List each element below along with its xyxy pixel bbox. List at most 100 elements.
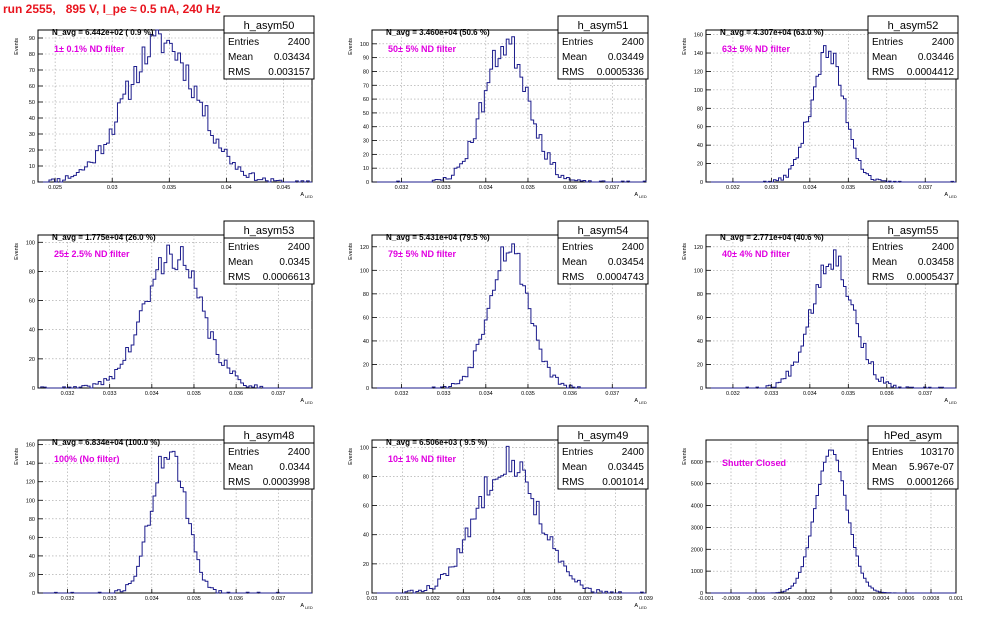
stats-box-frame bbox=[867, 220, 959, 285]
x-tick-label: 0.001 bbox=[949, 596, 963, 602]
x-tick-label: 0.045 bbox=[277, 185, 291, 191]
stats-key: RMS bbox=[872, 477, 895, 488]
stats-box: h_asym49 Entries 2400 Mean 0.03445 RMS 0.00101… bbox=[557, 425, 649, 490]
stats-key: RMS bbox=[872, 272, 895, 283]
stats-value: 0.03458 bbox=[918, 257, 955, 268]
y-tick-label: 20 bbox=[29, 357, 35, 363]
stats-box-title: h_asym53 bbox=[244, 225, 295, 237]
histogram-line bbox=[38, 29, 312, 183]
histogram-line bbox=[372, 445, 646, 594]
x-axis-label-subscript: LED bbox=[305, 194, 313, 199]
x-tick-label: 0.033 bbox=[437, 391, 451, 397]
y-tick-label: 80 bbox=[363, 69, 369, 75]
x-axis-label: A bbox=[300, 398, 304, 404]
histogram-line bbox=[706, 45, 956, 183]
y-tick-label: 20 bbox=[29, 572, 35, 578]
y-tick-label: 80 bbox=[697, 106, 703, 112]
y-tick-label: 0 bbox=[32, 386, 35, 392]
y-tick-label: 90 bbox=[29, 36, 35, 42]
x-tick-label: 0.033 bbox=[765, 185, 779, 191]
navg-label: N_avg = 3.460e+04 (50.6 %) bbox=[386, 28, 490, 37]
y-tick-label: 0 bbox=[366, 180, 369, 186]
x-tick-label: 0.035 bbox=[187, 391, 201, 397]
y-tick-label: 20 bbox=[29, 148, 35, 154]
stats-key: RMS bbox=[872, 67, 895, 78]
x-tick-label: 0.032 bbox=[395, 391, 409, 397]
stats-box-title: hPed_asym bbox=[884, 430, 942, 442]
x-tick-label: 0.04 bbox=[221, 185, 232, 191]
y-tick-label: 140 bbox=[26, 461, 35, 467]
stats-key: Entries bbox=[872, 242, 903, 253]
y-tick-label: 140 bbox=[694, 51, 703, 57]
stats-key: Mean bbox=[228, 257, 253, 268]
x-tick-label: 0.036 bbox=[563, 185, 577, 191]
stats-value: 0.03446 bbox=[918, 52, 955, 63]
stats-key: Mean bbox=[872, 52, 897, 63]
stats-key: RMS bbox=[562, 272, 585, 283]
y-tick-label: 20 bbox=[697, 362, 703, 368]
x-axis-label-subscript: LED bbox=[305, 605, 313, 610]
x-tick-label: 0.037 bbox=[271, 596, 285, 602]
histogram-panel-hPed_asym: -0.001 -0.0008 -0.0006 -0.0004 -0.0002 0 0.000… bbox=[682, 425, 963, 602]
x-tick-label: 0.034 bbox=[803, 185, 817, 191]
navg-label: N_avg = 4.307e+04 (63.0 %) bbox=[720, 28, 824, 37]
y-tick-label: 0 bbox=[366, 386, 369, 392]
stats-value: 0.0344 bbox=[279, 462, 310, 473]
y-tick-label: 0 bbox=[32, 180, 35, 186]
stats-value: 0.0003998 bbox=[263, 477, 311, 488]
y-axis-label: Events bbox=[682, 38, 688, 55]
x-tick-label: 0.037 bbox=[271, 391, 285, 397]
y-tick-label: 0 bbox=[32, 591, 35, 597]
x-tick-label: 0.032 bbox=[726, 391, 740, 397]
filter-label: Shutter Closed bbox=[722, 458, 786, 468]
x-tick-label: -0.0008 bbox=[722, 596, 741, 602]
x-tick-label: 0.034 bbox=[145, 596, 159, 602]
y-tick-label: 60 bbox=[29, 299, 35, 305]
y-tick-label: 60 bbox=[363, 504, 369, 510]
y-tick-label: 4000 bbox=[691, 504, 703, 510]
y-axis-label: Events bbox=[348, 38, 354, 55]
stats-key: Mean bbox=[872, 257, 897, 268]
y-tick-label: 40 bbox=[363, 533, 369, 539]
x-tick-label: 0.033 bbox=[456, 596, 470, 602]
y-axis-label: Events bbox=[682, 243, 688, 260]
y-tick-label: 160 bbox=[26, 443, 35, 449]
stats-value: 2400 bbox=[288, 242, 311, 253]
y-tick-label: 30 bbox=[363, 139, 369, 145]
x-tick-label: 0.035 bbox=[521, 185, 535, 191]
stats-value: 0.03445 bbox=[608, 462, 645, 473]
x-axis-label-subscript: LED bbox=[949, 400, 957, 405]
x-axis-label: A bbox=[634, 603, 638, 609]
x-tick-label: 0.036 bbox=[880, 185, 894, 191]
y-tick-label: 3000 bbox=[691, 525, 703, 531]
navg-label: N_avg = 6.506e+03 ( 9.5 %) bbox=[386, 438, 488, 447]
navg-label: N_avg = 1.775e+04 (26.0 %) bbox=[52, 233, 156, 242]
stats-box-frame bbox=[867, 15, 959, 80]
stats-value: 0.03454 bbox=[608, 257, 645, 268]
y-tick-label: 40 bbox=[363, 125, 369, 131]
x-tick-label: 0.037 bbox=[578, 596, 592, 602]
y-tick-label: 0 bbox=[700, 591, 703, 597]
x-tick-label: -0.0002 bbox=[797, 596, 816, 602]
x-tick-label: 0.025 bbox=[48, 185, 62, 191]
x-tick-label: 0.036 bbox=[229, 596, 243, 602]
x-tick-label: 0.033 bbox=[765, 391, 779, 397]
y-axis-label: Events bbox=[348, 448, 354, 465]
y-tick-label: 100 bbox=[694, 88, 703, 94]
stats-value: 0.0006613 bbox=[263, 272, 311, 283]
histogram-panel-h_asym54: 0.032 0.033 0.034 0.035 0.036 0.037 0 20 40 60 80 1… bbox=[348, 220, 649, 405]
y-tick-label: 100 bbox=[694, 268, 703, 274]
y-tick-label: 6000 bbox=[691, 460, 703, 466]
stats-key: Entries bbox=[562, 242, 593, 253]
x-tick-label: 0.03 bbox=[367, 596, 378, 602]
filter-label: 1± 0.1% ND filter bbox=[54, 44, 125, 54]
x-axis-label-subscript: LED bbox=[949, 194, 957, 199]
x-tick-label: 0.032 bbox=[395, 185, 409, 191]
histogram-panel-h_asym49: 0.03 0.031 0.032 0.033 0.034 0.035 0.036 0.037 0… bbox=[348, 425, 653, 610]
y-tick-label: 120 bbox=[694, 245, 703, 251]
x-tick-label: 0.0004 bbox=[873, 596, 890, 602]
y-tick-label: 100 bbox=[26, 240, 35, 246]
y-tick-label: 0 bbox=[366, 591, 369, 597]
stats-value: 0.0004743 bbox=[597, 272, 645, 283]
stats-box: hPed_asym Entries 103170 Mean 5.967e-07 RMS 0.… bbox=[867, 425, 959, 490]
